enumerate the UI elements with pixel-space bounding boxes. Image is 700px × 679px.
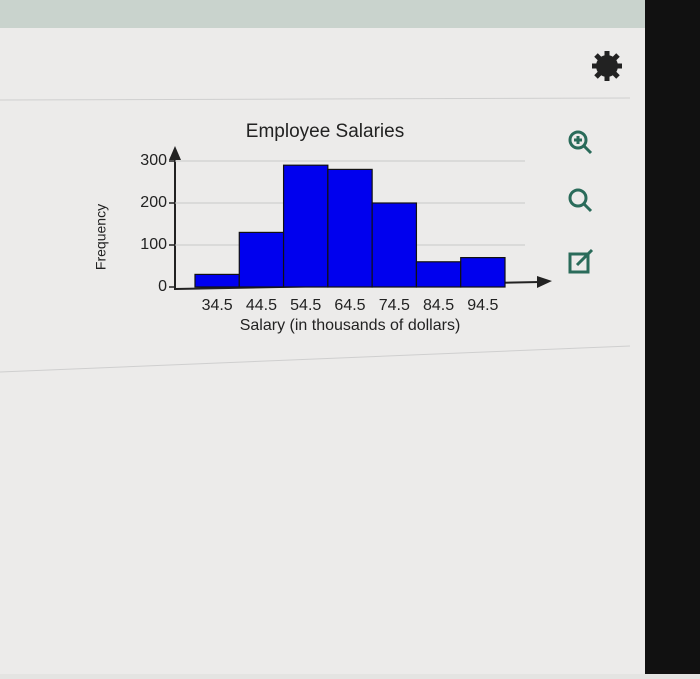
- y-tick-label: 300: [140, 152, 167, 169]
- x-tick-label: 74.5: [379, 297, 410, 314]
- x-tick-label: 84.5: [423, 297, 454, 314]
- x-arrow: [537, 276, 552, 288]
- x-tick-label: 54.5: [290, 297, 321, 314]
- y-tick-label: 100: [140, 236, 167, 253]
- y-arrow: [169, 146, 181, 160]
- chart-title: Employee Salaries: [246, 121, 404, 142]
- bar: [460, 257, 506, 288]
- divider: [0, 97, 631, 101]
- bar: [327, 168, 373, 288]
- bar: [415, 261, 462, 288]
- bar: [194, 273, 240, 288]
- y-tick-label: 200: [140, 194, 167, 211]
- x-tick-label: 34.5: [202, 297, 233, 314]
- y-axis-label: Frequency: [93, 204, 109, 270]
- top-bar: [0, 0, 645, 28]
- panel: [0, 0, 645, 674]
- bar: [371, 202, 418, 288]
- bar: [238, 231, 285, 288]
- x-tick-label: 94.5: [467, 297, 498, 314]
- bezel: [645, 0, 700, 674]
- x-tick-label: 64.5: [334, 297, 365, 314]
- settings-icon[interactable]: [592, 51, 622, 81]
- x-tick-label: 44.5: [246, 297, 277, 314]
- y-tick-label: 0: [158, 278, 167, 295]
- zoom-out-icon[interactable]: [568, 188, 593, 213]
- open-icon[interactable]: [568, 248, 594, 274]
- bar: [282, 164, 329, 288]
- x-axis-label: Salary (in thousands of dollars): [240, 317, 461, 334]
- zoom-in-icon[interactable]: [568, 130, 593, 155]
- divider: [0, 345, 631, 373]
